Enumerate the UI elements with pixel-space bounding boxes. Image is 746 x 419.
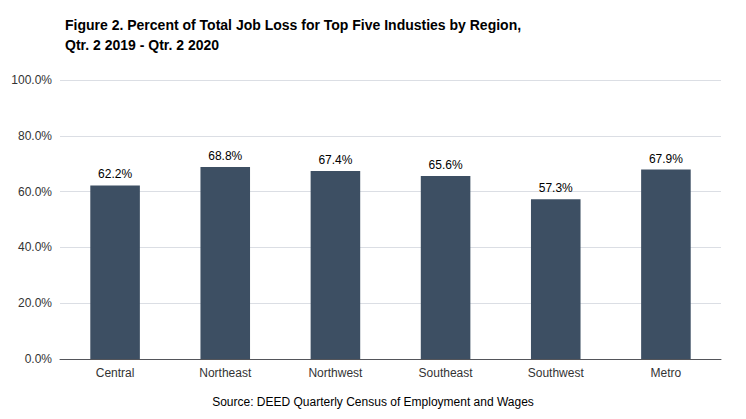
svg-text:40.0%: 40.0% xyxy=(18,240,52,254)
svg-text:67.4%: 67.4% xyxy=(318,153,352,167)
svg-text:Metro: Metro xyxy=(651,366,682,380)
svg-text:0.0%: 0.0% xyxy=(25,352,53,366)
svg-text:60.0%: 60.0% xyxy=(18,185,52,199)
svg-text:Central: Central xyxy=(96,366,135,380)
svg-text:Source: DEED Quarterly Census: Source: DEED Quarterly Census of Employm… xyxy=(212,395,534,409)
svg-text:Southwest: Southwest xyxy=(528,366,585,380)
svg-text:68.8%: 68.8% xyxy=(208,149,242,163)
svg-text:Figure 2. Percent of Total Job: Figure 2. Percent of Total Job Loss for … xyxy=(65,17,521,33)
svg-text:20.0%: 20.0% xyxy=(18,296,52,310)
svg-text:57.3%: 57.3% xyxy=(539,181,573,195)
svg-text:80.0%: 80.0% xyxy=(18,129,52,143)
svg-text:Southeast: Southeast xyxy=(419,366,474,380)
svg-text:Northwest: Northwest xyxy=(308,366,363,380)
svg-text:100.0%: 100.0% xyxy=(11,73,52,87)
svg-text:65.6%: 65.6% xyxy=(429,158,463,172)
svg-text:Northeast: Northeast xyxy=(199,366,252,380)
svg-text:67.9%: 67.9% xyxy=(649,152,683,166)
svg-text:Qtr. 2 2019 - Qtr. 2 2020: Qtr. 2 2019 - Qtr. 2 2020 xyxy=(65,37,219,53)
svg-text:62.2%: 62.2% xyxy=(98,167,132,181)
